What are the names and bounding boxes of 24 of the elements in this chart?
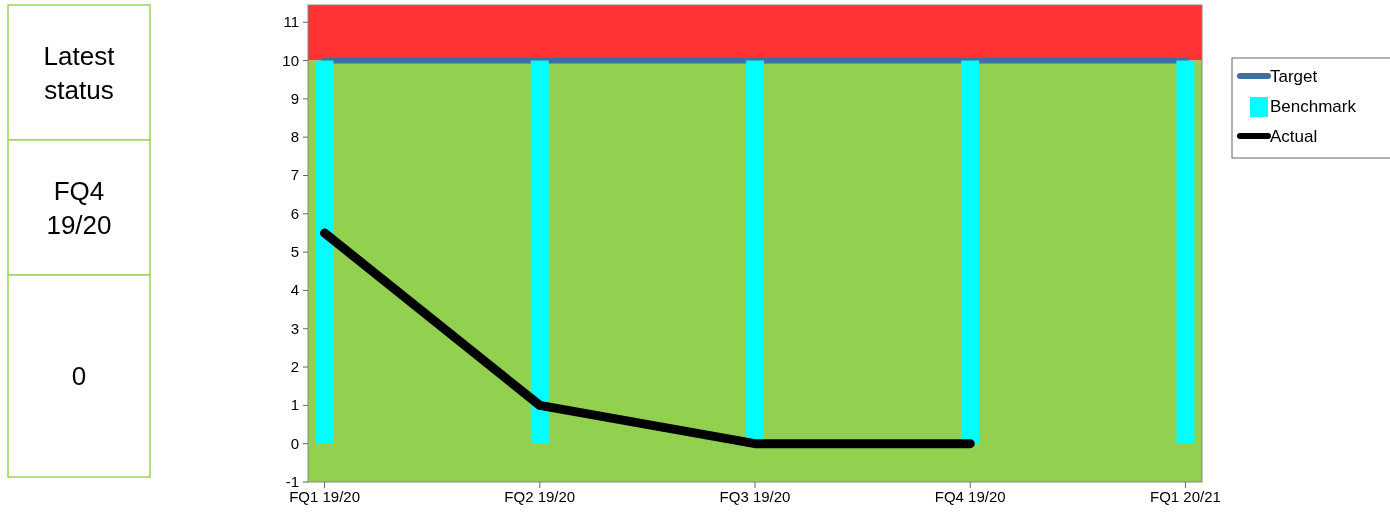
y-tick-label: 2 — [290, 358, 299, 376]
y-tick-label: 9 — [290, 89, 299, 107]
text: FQ4 19/20 — [46, 175, 112, 240]
y-tick-label: 3 — [290, 319, 299, 337]
y-tick-label: 6 — [290, 204, 299, 222]
x-tick-label: FQ1 19/20 — [289, 488, 361, 505]
y-tick-label: 10 — [282, 51, 299, 69]
y-tick-label: 8 — [290, 128, 299, 146]
x-tick-label: FQ2 19/20 — [504, 488, 576, 505]
y-tick-label: 5 — [290, 243, 299, 261]
y-tick-label: 1 — [290, 396, 299, 414]
text: 0 — [71, 361, 87, 391]
y-tick-label: 11 — [283, 13, 299, 31]
legend-label: Benchmark — [1270, 97, 1357, 116]
y-tick-label: 0 — [290, 434, 299, 452]
y-tick-label: 7 — [290, 166, 299, 184]
legend-label: Actual — [1270, 127, 1318, 146]
text: Latest status — [43, 40, 116, 105]
legend-label: Target — [1270, 67, 1318, 86]
y-tick-label: -1 — [285, 473, 299, 490]
x-tick-label: FQ3 19/20 — [719, 488, 791, 505]
x-tick-label: FQ4 19/20 — [934, 488, 1006, 505]
x-tick-label: FQ1 20/21 — [1149, 488, 1221, 505]
y-tick-label: 4 — [290, 281, 299, 299]
